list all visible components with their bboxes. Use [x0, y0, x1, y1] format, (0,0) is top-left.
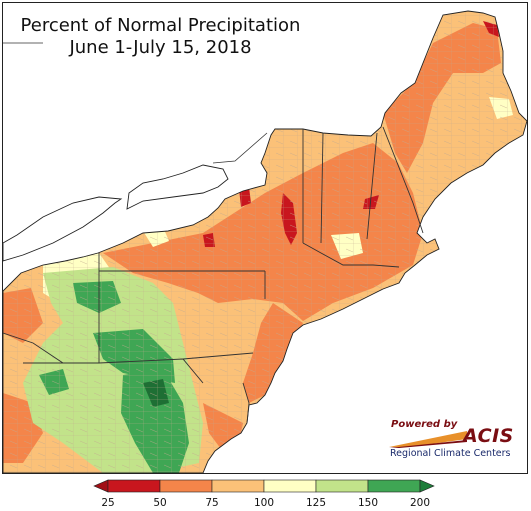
state-borders — [3, 126, 424, 424]
map-canvas — [3, 3, 527, 473]
legend-bin-150-200 — [367, 479, 421, 493]
legend-low-arrow — [93, 479, 109, 493]
map-subtitle: June 1-July 15, 2018 — [69, 37, 252, 58]
legend-high-arrow — [419, 479, 435, 493]
acis-subtitle: Regional Climate Centers — [390, 448, 511, 459]
canada-border — [3, 42, 268, 164]
color-legend: 25 50 75 100 125 150 200 — [0, 476, 531, 511]
legend-bar — [93, 479, 435, 493]
lake-ontario — [126, 164, 229, 210]
legend-tick-label: 25 — [101, 497, 115, 509]
legend-bin-100-125 — [263, 479, 317, 493]
legend-bin-50-75 — [159, 479, 213, 493]
legend-bin-125-150 — [315, 479, 369, 493]
legend-tick-label: 150 — [357, 497, 379, 509]
map-title: Percent of Normal Precipitation — [20, 15, 301, 36]
precipitation-map: Percent of Normal Precipitation June 1-J… — [2, 2, 528, 474]
legend-tick-label: 100 — [253, 497, 275, 509]
legend-bin-75-100 — [211, 479, 265, 493]
lake-erie — [3, 196, 123, 262]
powered-by-text: Powered by — [391, 419, 458, 430]
legend-tick-label: 50 — [153, 497, 167, 509]
acis-logo: ACIS — [463, 425, 514, 447]
acis-swoosh-icon — [389, 431, 467, 448]
legend-tick-label: 200 — [409, 497, 431, 509]
legend-tick-label: 125 — [305, 497, 327, 509]
legend-tick-label: 75 — [205, 497, 219, 509]
legend-bin-25-50 — [107, 479, 161, 493]
acis-credit: Powered by ACIS Regional Climate Centers — [387, 417, 527, 463]
